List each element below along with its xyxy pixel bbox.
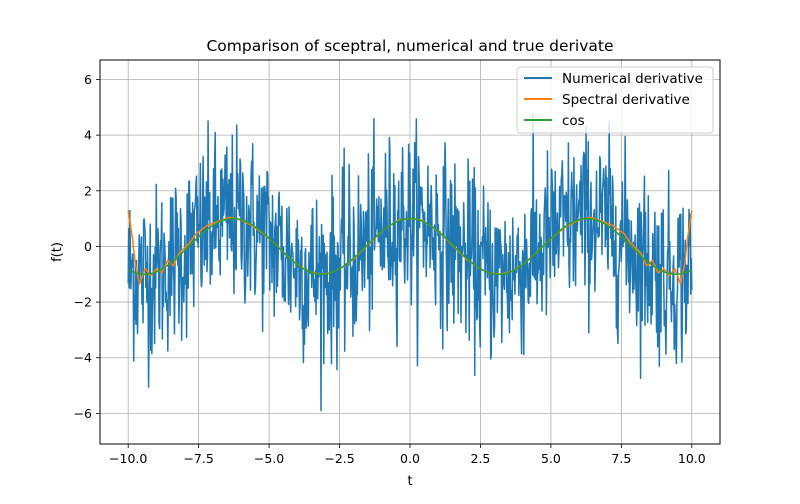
x-tick-label: 5.0 [541, 451, 561, 466]
series-line-cos [127, 217, 693, 276]
legend-box [516, 66, 714, 134]
y-tick-label: −2 [74, 295, 92, 310]
x-axis: −10.0 −7.5 −5.0 −2.5 0.0 2.5 5.0 7.5 10.0 [109, 444, 706, 466]
legend-label-spectral: Spectral derivative [562, 92, 690, 108]
legend-label-cos: cos [562, 113, 585, 129]
y-tick-label: 6 [84, 72, 92, 87]
y-tick-label: −4 [74, 350, 92, 365]
chart-title: Comparison of sceptral, numerical and tr… [206, 37, 613, 55]
y-axis-label: f(t) [50, 242, 65, 262]
x-tick-label: 0.0 [400, 451, 420, 466]
x-tick-label: 10.0 [678, 451, 706, 466]
x-tick-label: −10.0 [109, 451, 147, 466]
x-tick-label: 2.5 [471, 451, 491, 466]
legend: Numerical derivative Spectral derivative… [516, 66, 714, 134]
y-tick-label: −6 [74, 406, 92, 421]
y-tick-label: 0 [84, 239, 92, 254]
series-layer [127, 113, 693, 412]
plot-area [127, 113, 693, 412]
legend-label-numerical: Numerical derivative [562, 71, 703, 87]
y-tick-label: 4 [84, 128, 92, 143]
x-tick-label: −2.5 [324, 451, 354, 466]
x-tick-label: −5.0 [254, 451, 284, 466]
y-axis: −6 −4 −2 0 2 4 6 [74, 72, 100, 421]
y-tick-label: 2 [84, 183, 92, 198]
series-line-numerical-derivative [127, 113, 693, 412]
x-tick-label: −7.5 [183, 451, 213, 466]
x-axis-label: t [407, 474, 412, 489]
x-tick-label: 7.5 [611, 451, 631, 466]
